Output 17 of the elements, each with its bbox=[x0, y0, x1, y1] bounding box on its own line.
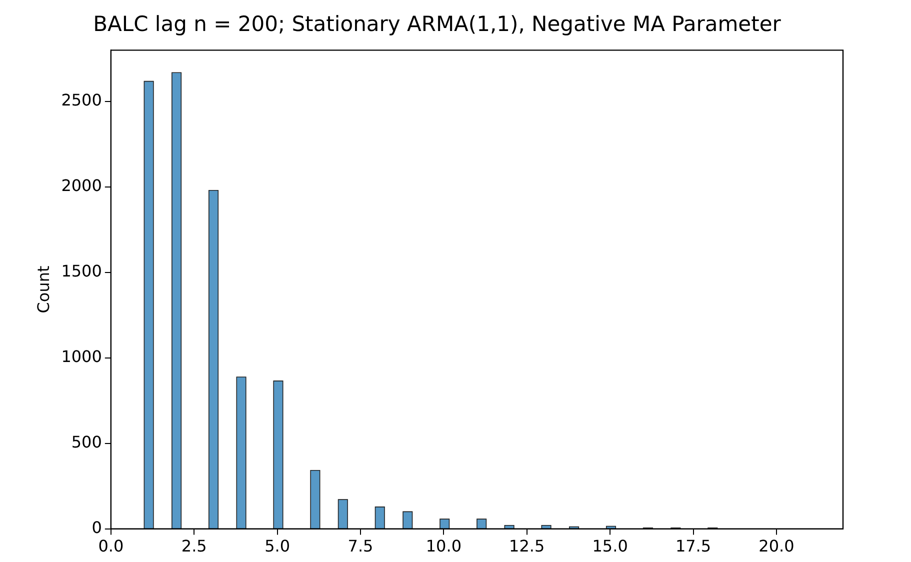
x-tick-label: 2.5 bbox=[181, 536, 207, 556]
x-tick-label: 5.0 bbox=[264, 536, 290, 556]
y-tick-label: 2000 bbox=[61, 176, 102, 196]
y-tick-label: 1000 bbox=[61, 347, 102, 366]
x-tick-label: 12.5 bbox=[509, 536, 545, 556]
x-tick-label: 10.0 bbox=[426, 536, 462, 556]
y-tick-label: 0 bbox=[92, 518, 102, 537]
y-tick-label: 500 bbox=[71, 432, 102, 452]
y-tick-label: 1500 bbox=[61, 262, 102, 281]
x-tick-label: 7.5 bbox=[348, 536, 374, 556]
x-tick-label: 0.0 bbox=[98, 536, 124, 556]
x-tick-label: 17.5 bbox=[675, 536, 712, 556]
chart-title: BALC lag n = 200; Stationary ARMA(1,1), Negative MA Parameter bbox=[93, 12, 782, 36]
x-tick-label: 20.0 bbox=[758, 536, 794, 556]
y-tick-label: 2500 bbox=[61, 90, 102, 110]
x-tick-label: 15.0 bbox=[592, 536, 628, 556]
y-axis-title: Count bbox=[34, 266, 53, 314]
